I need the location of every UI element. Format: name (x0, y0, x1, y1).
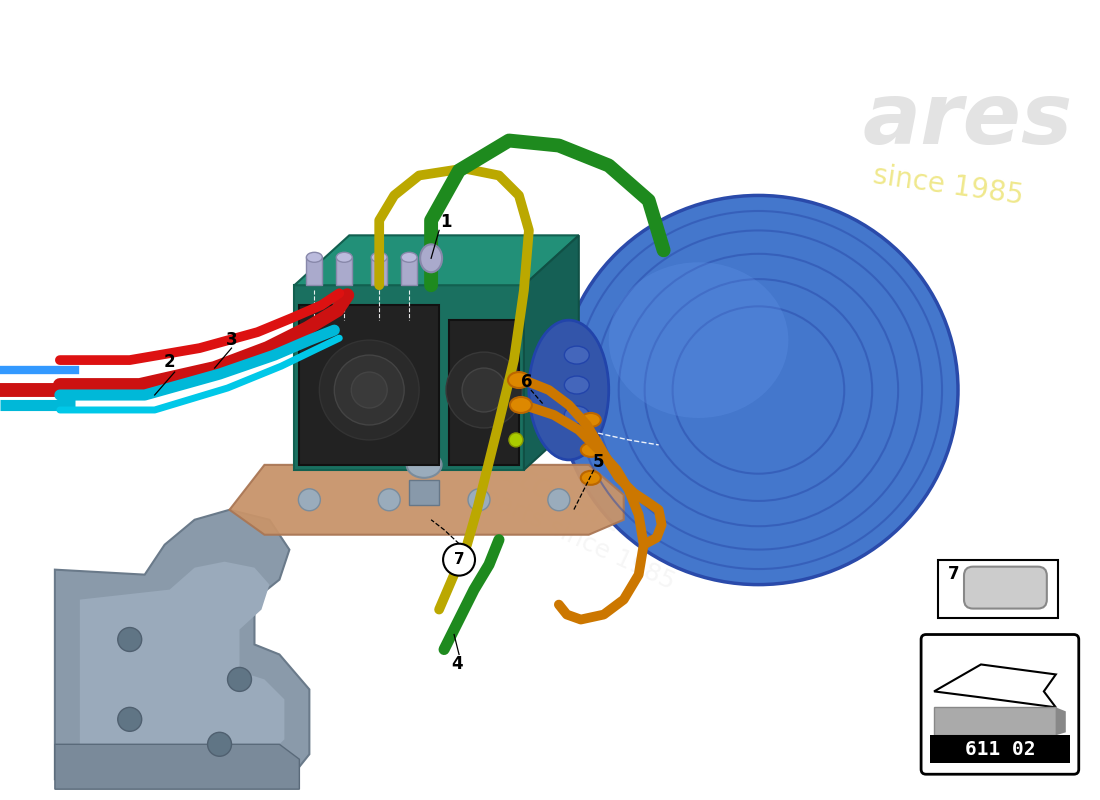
Bar (371, 258, 387, 286)
Ellipse shape (581, 471, 601, 485)
Ellipse shape (581, 443, 601, 457)
Circle shape (118, 627, 142, 651)
Circle shape (447, 352, 521, 428)
Text: 611 02: 611 02 (965, 740, 1035, 758)
Ellipse shape (407, 452, 441, 478)
Circle shape (208, 732, 231, 756)
Ellipse shape (608, 262, 789, 418)
Polygon shape (55, 744, 299, 789)
Polygon shape (1056, 707, 1066, 735)
Bar (938, 560, 1058, 618)
Polygon shape (934, 665, 1056, 707)
Ellipse shape (564, 346, 590, 364)
Circle shape (468, 489, 490, 510)
Polygon shape (295, 286, 524, 470)
Bar (409, 480, 439, 505)
Circle shape (319, 340, 419, 440)
Text: 7: 7 (453, 552, 464, 567)
Bar (934, 707, 1056, 735)
Circle shape (378, 489, 400, 510)
Bar (402, 258, 417, 286)
Circle shape (334, 355, 404, 425)
Polygon shape (230, 465, 624, 534)
Circle shape (548, 489, 570, 510)
Ellipse shape (307, 252, 322, 262)
Circle shape (118, 707, 142, 731)
Text: ares: ares (862, 79, 1074, 162)
Text: 4: 4 (451, 655, 463, 674)
Text: 3: 3 (226, 331, 238, 349)
Text: 6: 6 (521, 373, 532, 391)
Ellipse shape (529, 320, 608, 460)
FancyBboxPatch shape (964, 566, 1047, 609)
Ellipse shape (564, 406, 590, 424)
Circle shape (509, 433, 522, 447)
Text: since 1985: since 1985 (871, 161, 1025, 210)
Polygon shape (295, 235, 579, 286)
Ellipse shape (371, 252, 387, 262)
Circle shape (443, 544, 475, 576)
Ellipse shape (402, 252, 417, 262)
Text: 1: 1 (440, 214, 452, 231)
Circle shape (351, 372, 387, 408)
Ellipse shape (559, 195, 958, 585)
Text: autopartes: autopartes (473, 443, 666, 557)
Polygon shape (55, 510, 309, 779)
Ellipse shape (510, 397, 532, 413)
Circle shape (298, 489, 320, 510)
Ellipse shape (564, 376, 590, 394)
Polygon shape (299, 305, 439, 465)
Ellipse shape (508, 372, 530, 388)
Polygon shape (524, 235, 579, 470)
Bar (337, 258, 352, 286)
Text: 5: 5 (593, 453, 605, 471)
Circle shape (228, 667, 252, 691)
Text: parts since 1985: parts since 1985 (478, 485, 679, 594)
Ellipse shape (337, 252, 352, 262)
Bar (931, 735, 1070, 763)
Ellipse shape (581, 413, 601, 427)
Polygon shape (80, 562, 285, 759)
Polygon shape (449, 320, 519, 465)
Text: 7: 7 (948, 565, 959, 582)
Bar (307, 258, 322, 286)
Ellipse shape (420, 244, 442, 272)
Text: 2: 2 (164, 353, 176, 371)
FancyBboxPatch shape (921, 634, 1079, 774)
Circle shape (462, 368, 506, 412)
